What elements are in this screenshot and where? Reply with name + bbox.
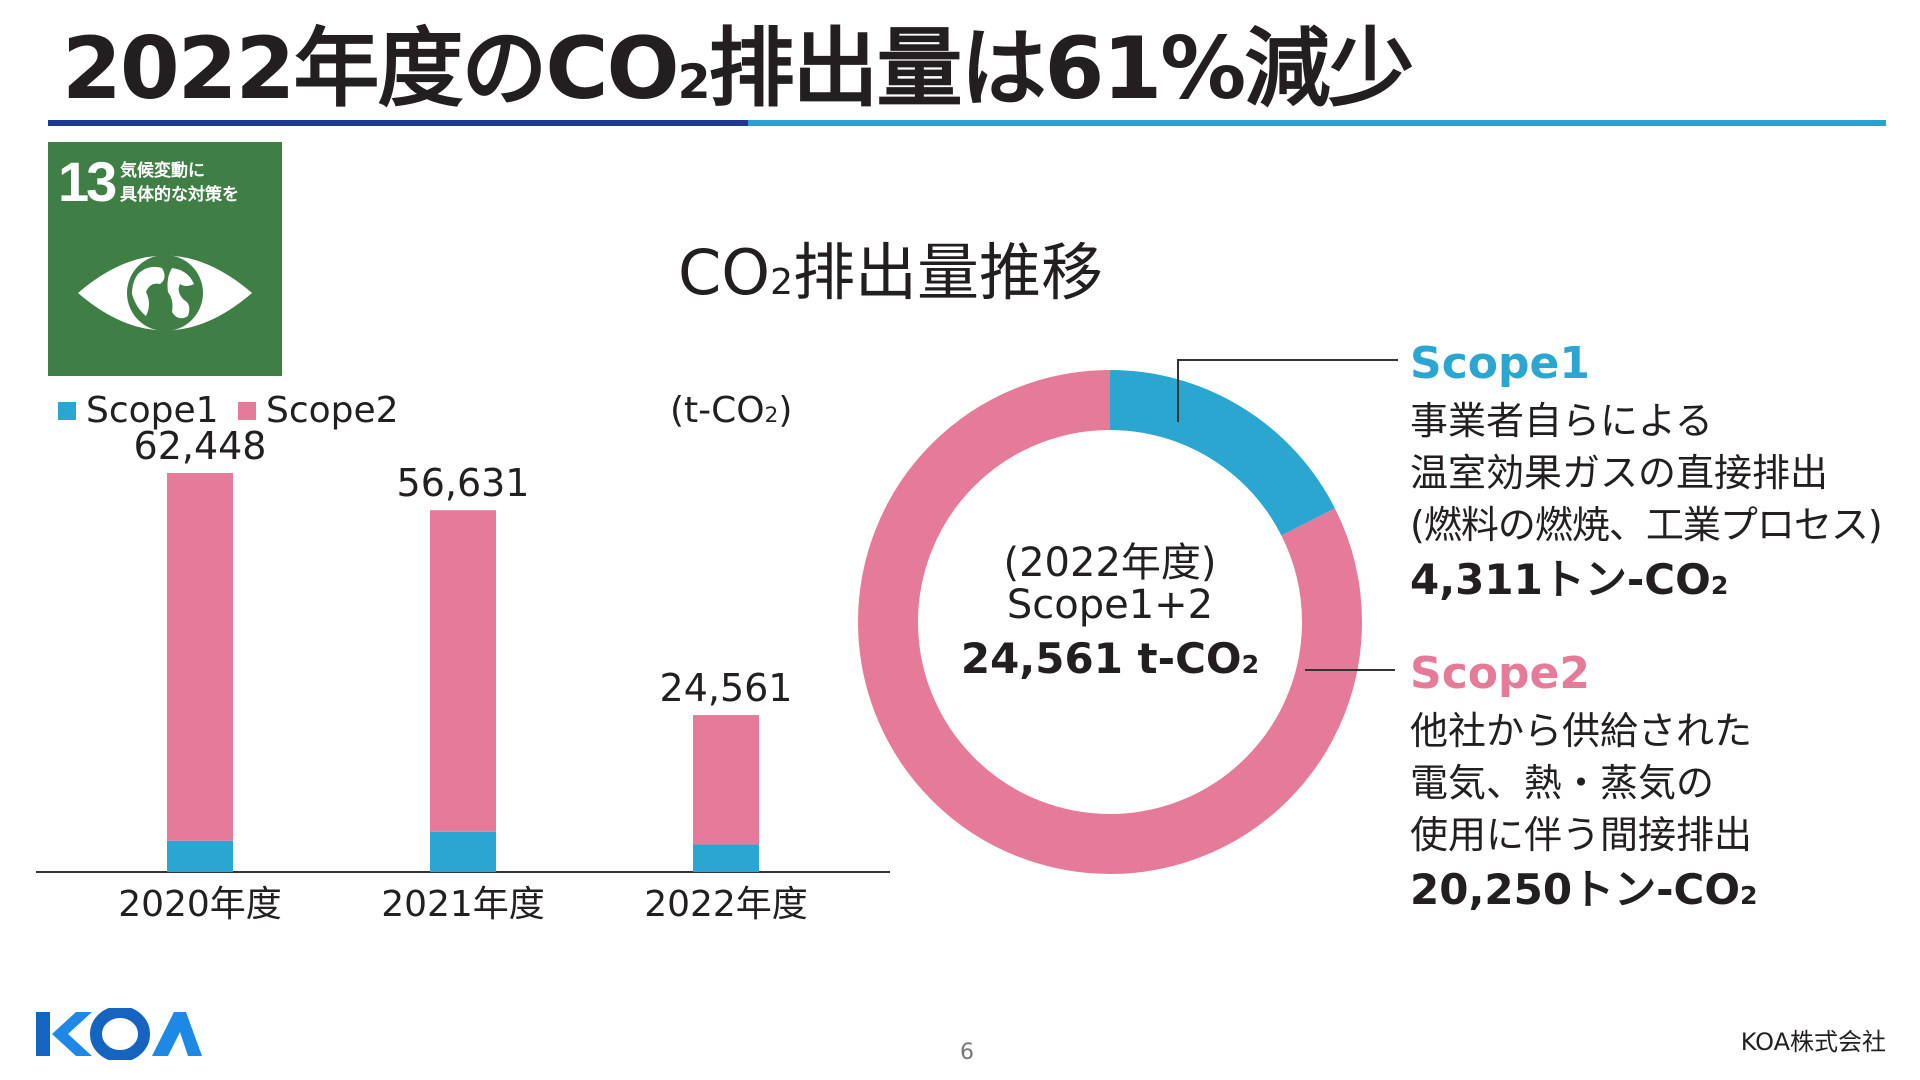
title-text-pre: 2022年度のCO	[62, 19, 680, 119]
leader-line-scope1	[1177, 359, 1398, 422]
bar-scope2-2	[430, 510, 496, 832]
chart-title-post: 排出量推移	[792, 236, 1103, 309]
scope1-title: Scope1	[1410, 338, 1590, 389]
chart-title-pre: CO	[678, 236, 771, 309]
scope2-desc-line2: 電気、熱・蒸気の	[1410, 761, 1715, 805]
title-subscript: 2	[677, 55, 711, 110]
eye-globe-icon	[78, 255, 252, 331]
bar-total-label-3: 24,561	[660, 666, 793, 710]
donut-center-label: Scope1+2	[1006, 582, 1214, 628]
scope1-desc-line1: 事業者自らによる	[1410, 399, 1713, 443]
legend-scope1: Scope1	[58, 390, 219, 431]
legend-swatch-scope1	[58, 401, 76, 420]
donut-center-total-pre: 24,561 t-CO	[960, 634, 1242, 683]
scope2-value: 20,250トン-CO2	[1410, 856, 1758, 917]
company-name: KOA株式会社	[1740, 1028, 1886, 1056]
koa-logo	[36, 1008, 202, 1060]
sdg-caption: 気候変動に 具体的な対策を	[120, 160, 239, 208]
donut-center-year: (2022年度)	[1003, 540, 1217, 586]
chart-title: CO2排出量推移	[678, 222, 1103, 312]
legend-label-scope1: Scope1	[86, 390, 219, 431]
page-number: 6	[960, 1040, 974, 1065]
scope1-value: 4,311トン-CO2	[1410, 546, 1728, 607]
scope2-desc-line1: 他社から供給された	[1410, 709, 1753, 753]
scope2-title: Scope2	[1410, 648, 1590, 699]
bar-total-label-2: 56,631	[397, 461, 530, 505]
scope1-value-subscript: 2	[1710, 571, 1729, 600]
unit-pre: (t-CO	[670, 390, 765, 431]
scope1-value-pre: 4,311トン-CO	[1410, 555, 1711, 604]
title-underline	[48, 120, 1886, 126]
bar-scope2-1	[167, 473, 233, 841]
chart-title-subscript: 2	[770, 262, 793, 303]
bar-scope1-3	[693, 844, 759, 872]
sdg-number: 13	[58, 150, 117, 213]
scope1-desc-line3: (燃料の燃焼、工業プロセス)	[1410, 503, 1883, 547]
legend-swatch-scope2	[238, 401, 256, 420]
bar-scope1-2	[430, 831, 496, 872]
sdg-caption-line1: 気候変動に	[120, 161, 205, 181]
scope2-desc-line3: 使用に伴う間接排出	[1410, 813, 1753, 857]
bar-scope1-1	[167, 840, 233, 872]
donut-center-total-subscript: 2	[1241, 650, 1260, 679]
scope2-value-subscript: 2	[1740, 881, 1758, 910]
page-title: 2022年度のCO2排出量は61%減少	[62, 19, 1415, 119]
unit-subscript: 2	[764, 403, 779, 428]
sdg-caption-line2: 具体的な対策を	[120, 184, 239, 205]
x-tick-label-1: 2020年度	[118, 884, 282, 925]
x-tick-label-3: 2022年度	[644, 884, 808, 925]
legend-scope2: Scope2	[238, 390, 399, 431]
sdg-13-badge: 13 気候変動に 具体的な対策を	[48, 142, 282, 376]
title-text-post: 排出量は61%減少	[708, 19, 1415, 119]
donut-center-total: 24,561 t-CO2	[955, 634, 1265, 683]
unit-post: )	[778, 390, 793, 431]
x-tick-label-2: 2021年度	[381, 884, 545, 925]
legend-label-scope2: Scope2	[266, 390, 399, 431]
scope1-desc-line2: 温室効果ガスの直接排出	[1410, 451, 1829, 495]
bar-scope2-3	[693, 715, 759, 845]
scope2-value-pre: 20,250トン-CO	[1410, 865, 1741, 914]
unit-label: (t-CO2)	[670, 390, 792, 431]
